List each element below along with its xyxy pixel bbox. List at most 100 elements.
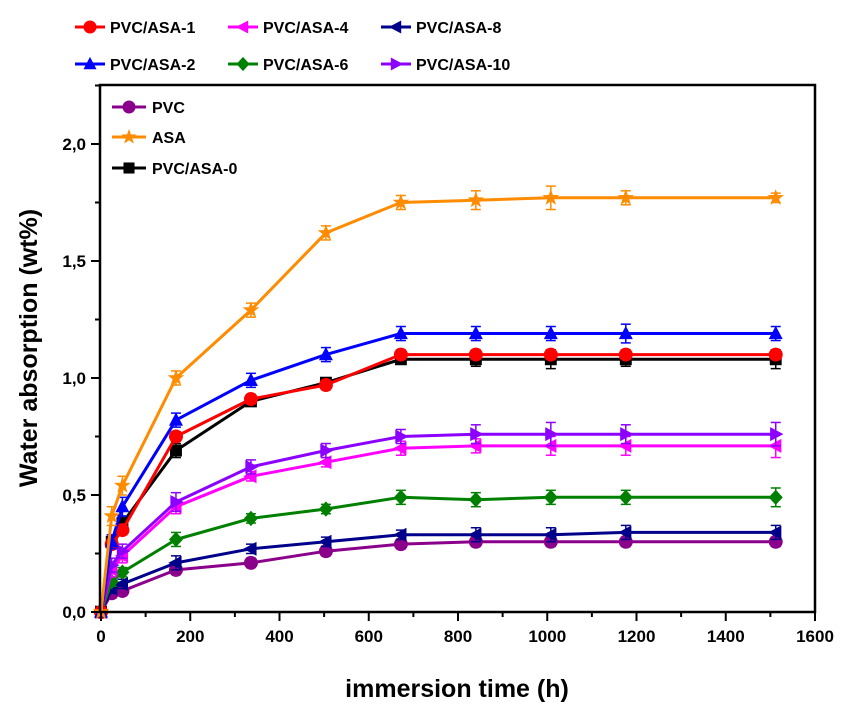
diamond-marker <box>468 491 483 508</box>
series-asa <box>92 185 785 620</box>
triangle-up-marker <box>393 325 408 340</box>
x-tick-label: 800 <box>444 627 472 646</box>
series-line <box>99 444 776 613</box>
triangle-left-marker <box>168 555 182 570</box>
circle-marker <box>122 100 136 114</box>
series-pvc-asa-1 <box>94 347 783 619</box>
triangle-right-marker <box>620 427 634 442</box>
diamond-marker <box>243 510 258 527</box>
triangle-up-marker <box>618 325 633 340</box>
triangle-left-marker <box>618 438 632 453</box>
legend-entry: PVC/ASA-0 <box>112 161 237 178</box>
series-pvc-asa-2 <box>94 323 783 618</box>
triangle-left-marker <box>468 527 482 542</box>
x-tick-label: 1000 <box>528 627 566 646</box>
triangle-right-marker <box>470 427 484 442</box>
legend-label: PVC/ASA-10 <box>416 57 510 74</box>
legend-entry: PVC/ASA-4 <box>228 20 348 37</box>
star-marker <box>467 191 485 208</box>
triangle-left-marker <box>543 527 557 542</box>
circle-marker <box>243 555 258 570</box>
triangle-left-marker <box>768 525 782 540</box>
triangle-up-marker <box>243 372 258 386</box>
diamond-marker <box>115 564 130 580</box>
circle-marker <box>168 429 183 444</box>
diamond-marker <box>318 501 333 517</box>
triangle-left-marker <box>388 20 402 34</box>
star-marker <box>317 224 335 240</box>
triangle-left-marker <box>114 576 129 591</box>
triangle-left-marker <box>468 438 482 453</box>
triangle-right-marker <box>770 427 784 442</box>
x-axis: 0 200 400 600 800 1000 1200 1400 1600 <box>96 612 834 646</box>
circle-marker <box>543 347 558 362</box>
legend-entry: ASA <box>112 128 186 147</box>
star-marker <box>617 189 635 205</box>
star-marker <box>103 507 120 524</box>
circle-marker <box>768 347 783 362</box>
circle-marker <box>83 20 97 34</box>
diamond-marker <box>543 489 558 506</box>
x-tick-label: 200 <box>176 627 204 646</box>
square-marker <box>116 517 129 530</box>
star-marker <box>392 193 410 210</box>
star-marker <box>114 476 131 493</box>
circle-marker <box>393 347 408 362</box>
x-tick-label: 0 <box>96 627 105 646</box>
diamond-marker <box>393 489 408 506</box>
triangle-left-marker <box>393 527 407 542</box>
star-marker <box>542 189 560 205</box>
triangle-right-marker <box>170 495 184 510</box>
triangle-right-marker <box>545 427 559 442</box>
series-pvc-asa-6 <box>94 487 783 620</box>
triangle-up-marker <box>83 56 97 70</box>
x-tick-label: 1400 <box>707 627 745 646</box>
legend-label: PVC/ASA-0 <box>152 161 237 178</box>
legend-label: PVC/ASA-2 <box>110 57 195 74</box>
diamond-marker <box>104 573 119 590</box>
legend-label: PVC/ASA-1 <box>110 20 195 37</box>
legend-entry: PVC/ASA-6 <box>228 56 348 74</box>
legend-entry: PVC/ASA-8 <box>381 20 501 37</box>
y-tick-label: 2,0 <box>62 135 86 154</box>
triangle-left-marker <box>235 20 249 34</box>
triangle-left-marker <box>393 441 407 456</box>
circle-marker <box>468 347 483 362</box>
triangle-up-marker <box>115 499 130 513</box>
y-axis: 0,0 0,5 1,0 1,5 2,0 <box>62 84 100 622</box>
y-tick-label: 1,0 <box>62 369 86 388</box>
legend-outer: PVC/ASA-1 PVC/ASA-4 PVC/ASA-8 PVC/ASA-2 PVC/… <box>75 20 510 74</box>
series-line <box>99 353 776 613</box>
triangle-up-marker <box>168 412 183 426</box>
series-pvc <box>94 534 783 619</box>
legend-label: PVC/ASA-8 <box>416 20 501 37</box>
triangle-right-marker <box>116 544 131 559</box>
x-tick-label: 400 <box>265 627 293 646</box>
legend-label: PVC/ASA-6 <box>263 57 348 74</box>
triangle-right-marker <box>320 443 334 458</box>
legend-label: PVC <box>152 100 185 117</box>
legend-entry: PVC/ASA-2 <box>75 56 195 74</box>
circle-marker <box>243 392 258 407</box>
x-tick-label: 1200 <box>618 627 656 646</box>
x-axis-title: immersion time (h) <box>345 675 569 703</box>
triangle-right-marker <box>390 57 404 71</box>
series-line <box>99 540 776 613</box>
legend-label: PVC/ASA-4 <box>263 20 348 37</box>
series-pvc-asa-10 <box>95 421 784 619</box>
legend-entry: PVC <box>112 100 185 117</box>
series-line <box>99 432 776 613</box>
triangle-up-marker <box>318 346 333 361</box>
triangle-left-marker <box>618 525 632 540</box>
square-marker <box>170 444 182 457</box>
triangle-left-marker <box>243 541 257 556</box>
triangle-up-marker <box>468 325 483 340</box>
diamond-marker <box>168 531 183 548</box>
triangle-up-marker <box>543 325 558 340</box>
series-pvc-asa-4 <box>93 433 782 619</box>
circle-marker <box>115 523 130 538</box>
x-tick-label: 600 <box>355 627 383 646</box>
circle-marker <box>618 347 633 362</box>
plot-series <box>92 185 785 620</box>
